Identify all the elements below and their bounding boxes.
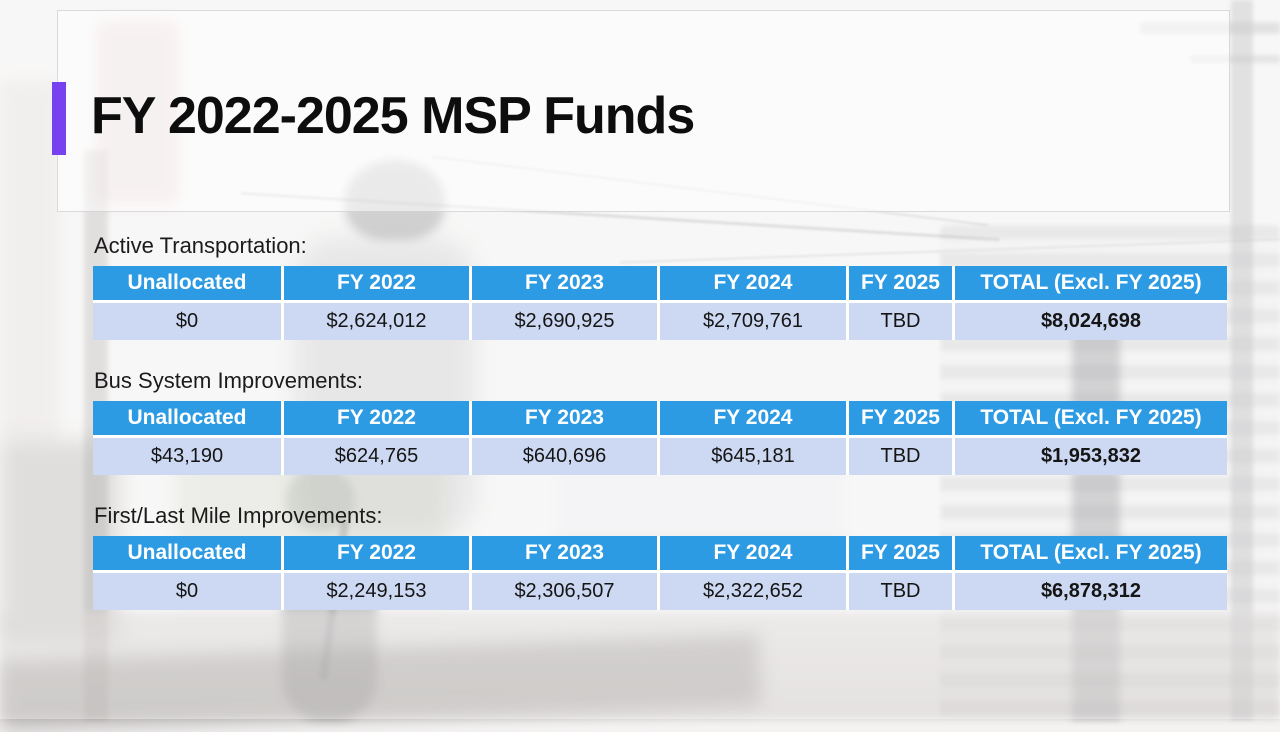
header-fy2025: FY 2025 — [849, 536, 952, 570]
cell-unallocated: $43,190 — [93, 438, 281, 475]
title-accent-bar — [52, 82, 66, 155]
cell-fy2024: $645,181 — [660, 438, 846, 475]
header-unallocated: Unallocated — [93, 536, 281, 570]
fund-table: Unallocated FY 2022 FY 2023 FY 2024 FY 2… — [93, 266, 1227, 340]
cell-unallocated: $0 — [93, 303, 281, 340]
section-label: Bus System Improvements: — [94, 368, 363, 393]
cell-fy2025: TBD — [849, 438, 952, 475]
header-total: TOTAL (Excl. FY 2025) — [955, 401, 1227, 435]
header-fy2023: FY 2023 — [472, 266, 657, 300]
fund-table: Unallocated FY 2022 FY 2023 FY 2024 FY 2… — [93, 401, 1227, 475]
cell-fy2022: $2,249,153 — [284, 573, 469, 610]
photo-road — [0, 612, 1280, 719]
header-unallocated: Unallocated — [93, 266, 281, 300]
slide-title: FY 2022-2025 MSP Funds — [91, 87, 695, 145]
header-unallocated: Unallocated — [93, 401, 281, 435]
cell-fy2023: $640,696 — [472, 438, 657, 475]
cell-fy2024: $2,322,652 — [660, 573, 846, 610]
photo-road-shadow — [0, 634, 762, 732]
photo-pole-right — [1231, 0, 1253, 719]
cell-fy2025: TBD — [849, 573, 952, 610]
header-fy2022: FY 2022 — [284, 536, 469, 570]
cell-fy2022: $2,624,012 — [284, 303, 469, 340]
section-label: First/Last Mile Improvements: — [94, 503, 383, 528]
title-panel — [57, 10, 1230, 212]
section-first-last-mile-improvements: First/Last Mile Improvements: Unallocate… — [93, 503, 1227, 610]
header-fy2023: FY 2023 — [472, 536, 657, 570]
cell-unallocated: $0 — [93, 573, 281, 610]
header-fy2025: FY 2025 — [849, 401, 952, 435]
photo-pale-shape — [0, 80, 60, 440]
section-bus-system-improvements: Bus System Improvements: Unallocated FY … — [93, 368, 1227, 475]
section-label: Active Transportation: — [94, 233, 307, 258]
fund-table: Unallocated FY 2022 FY 2023 FY 2024 FY 2… — [93, 536, 1227, 610]
header-fy2024: FY 2024 — [660, 536, 846, 570]
section-active-transportation: Active Transportation: Unallocated FY 20… — [93, 233, 1227, 340]
cell-fy2024: $2,709,761 — [660, 303, 846, 340]
header-fy2024: FY 2024 — [660, 266, 846, 300]
cell-total: $1,953,832 — [955, 438, 1227, 475]
cell-fy2023: $2,306,507 — [472, 573, 657, 610]
header-fy2022: FY 2022 — [284, 401, 469, 435]
cell-fy2023: $2,690,925 — [472, 303, 657, 340]
header-fy2024: FY 2024 — [660, 401, 846, 435]
cell-fy2022: $624,765 — [284, 438, 469, 475]
header-fy2023: FY 2023 — [472, 401, 657, 435]
header-total: TOTAL (Excl. FY 2025) — [955, 536, 1227, 570]
header-fy2022: FY 2022 — [284, 266, 469, 300]
cell-total: $8,024,698 — [955, 303, 1227, 340]
header-fy2025: FY 2025 — [849, 266, 952, 300]
cell-fy2025: TBD — [849, 303, 952, 340]
header-total: TOTAL (Excl. FY 2025) — [955, 266, 1227, 300]
cell-total: $6,878,312 — [955, 573, 1227, 610]
